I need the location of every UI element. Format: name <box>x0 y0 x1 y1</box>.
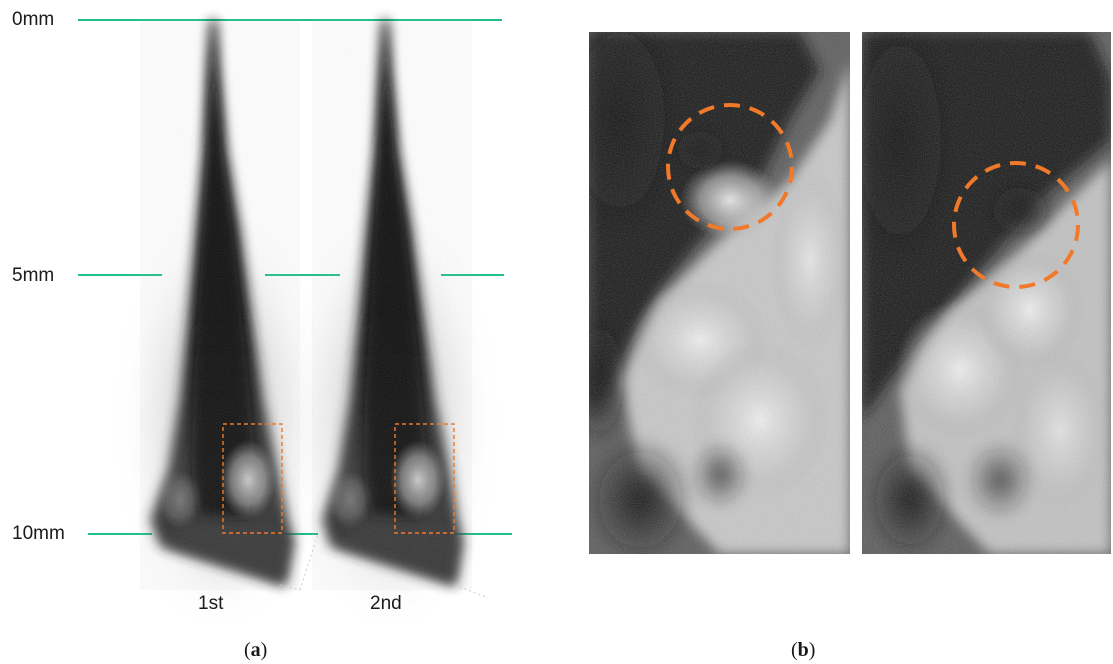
highlight-box-2nd <box>394 423 455 534</box>
highlight-circle-2nd <box>952 161 1080 289</box>
zoom-image-2nd <box>862 32 1111 554</box>
scale-label-0mm: 0mm <box>12 9 55 30</box>
scale-label-5mm: 5mm <box>12 265 55 286</box>
spray-image-2nd <box>307 20 477 610</box>
highlight-circle-1st <box>666 103 794 231</box>
injection-label-1st: 1st <box>198 593 224 614</box>
zoom-image-1st <box>589 32 850 554</box>
scale-label-10mm: 10mm <box>12 523 65 544</box>
injection-label-2nd: 2nd <box>370 593 402 614</box>
caption-a-letter: a <box>250 639 261 661</box>
caption-b: (b) <box>791 639 816 661</box>
caption-a: (a) <box>244 639 268 661</box>
caption-b-letter: b <box>797 639 809 661</box>
highlight-box-1st <box>222 423 283 534</box>
spray-image-1st <box>137 20 307 610</box>
